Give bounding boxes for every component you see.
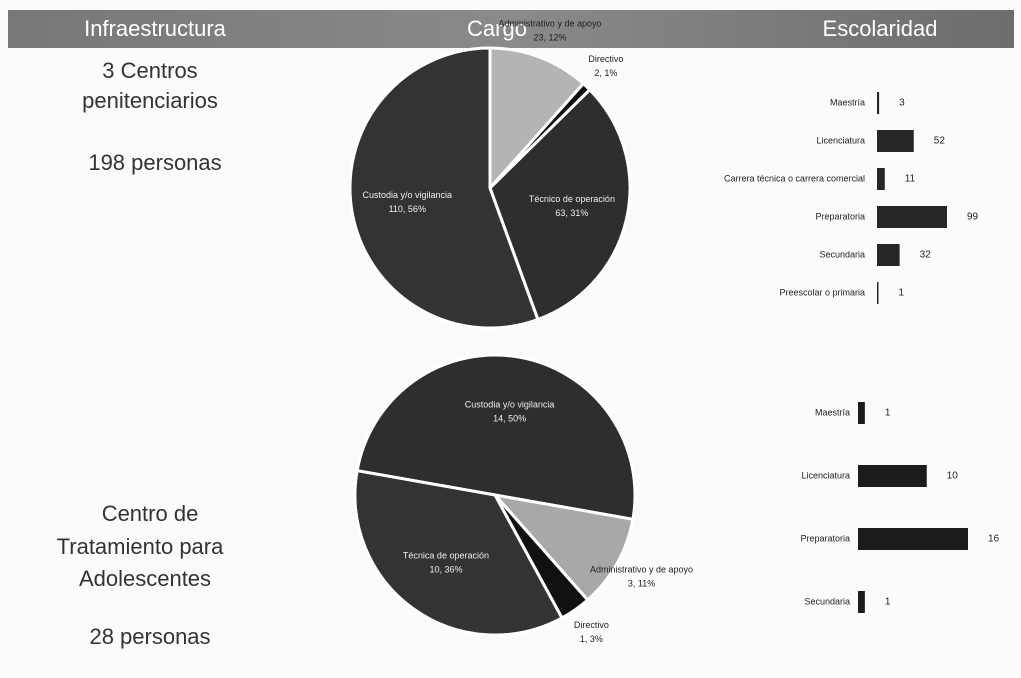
bar <box>858 402 865 424</box>
slice-value-label: 110, 56% <box>389 204 426 214</box>
personas-text: 28 personas <box>89 624 210 649</box>
pie-slice <box>488 46 586 192</box>
bar-category-label: Secundaria <box>804 596 850 606</box>
header-infraestructura: Infraestructura <box>84 16 227 41</box>
bar-value-label: 1 <box>899 288 905 299</box>
bar-value-label: 16 <box>988 534 1000 545</box>
slice-value-label: 2, 1% <box>594 68 617 78</box>
bar-value-label: 3 <box>899 98 905 109</box>
bar-value-label: 1 <box>885 597 891 608</box>
bar <box>858 591 865 613</box>
header-cargo: Cargo <box>467 16 527 41</box>
bar <box>858 528 968 550</box>
bar <box>877 206 947 228</box>
slice-label: Directivo <box>588 54 623 64</box>
pie-slice <box>355 353 637 522</box>
slice-value-label: 63, 31% <box>555 208 588 218</box>
bar <box>877 130 914 152</box>
centro-text: Adolescentes <box>79 566 211 591</box>
centro-text: penitenciarios <box>82 88 218 113</box>
bar-category-label: Preparatoria <box>800 533 850 543</box>
centro-text: 3 Centros <box>102 58 197 83</box>
bar-category-label: Maestría <box>815 407 850 417</box>
bar-category-label: Secundaria <box>819 249 865 259</box>
slice-label: Custodia y/o vigilancia <box>362 190 452 200</box>
bar <box>877 282 879 304</box>
bar-category-label: Preescolar o primaria <box>779 287 865 297</box>
bar-value-label: 1 <box>885 408 891 419</box>
bar-value-label: 10 <box>947 471 959 482</box>
slice-label: Administrativo y de apoyo <box>590 565 693 575</box>
slice-value-label: 14, 50% <box>493 414 526 424</box>
bar-value-label: 52 <box>934 136 946 147</box>
bar-category-label: Maestría <box>830 97 865 107</box>
personas-text: 198 personas <box>88 150 221 175</box>
bar-category-label: Licenciatura <box>801 470 850 480</box>
header-band <box>8 10 1014 48</box>
slice-label: Custodia y/o vigilancia <box>465 400 555 410</box>
centro-text: Tratamiento para <box>57 534 224 559</box>
slice-value-label: 1, 3% <box>580 634 603 644</box>
bar-category-label: Preparatoria <box>815 211 865 221</box>
bar-category-label: Carrera técnica o carrera comercial <box>724 173 865 183</box>
pie-slice <box>353 468 564 637</box>
bar <box>877 244 900 266</box>
bar <box>877 168 885 190</box>
pie-slice <box>488 87 632 322</box>
slice-label: Administrativo y de apoyo <box>498 18 601 28</box>
centro-text: Centro de <box>102 501 199 526</box>
bar <box>877 92 880 114</box>
slice-value-label: 3, 11% <box>628 579 655 589</box>
bar-value-label: 99 <box>967 212 979 223</box>
slice-label: Técnica de operación <box>403 551 489 561</box>
slice-label: Técnico de operación <box>529 194 615 204</box>
bar-category-label: Licenciatura <box>816 135 865 145</box>
bar-value-label: 32 <box>920 250 932 261</box>
pie-slice <box>348 46 540 330</box>
slice-label: Directivo <box>574 620 609 630</box>
slice-value-label: 23, 12% <box>533 32 566 42</box>
bar <box>858 465 927 487</box>
bar-value-label: 11 <box>905 174 916 185</box>
header-escolaridad: Escolaridad <box>823 16 938 41</box>
pie-slice <box>491 492 635 603</box>
slice-value-label: 10, 36% <box>429 565 462 575</box>
